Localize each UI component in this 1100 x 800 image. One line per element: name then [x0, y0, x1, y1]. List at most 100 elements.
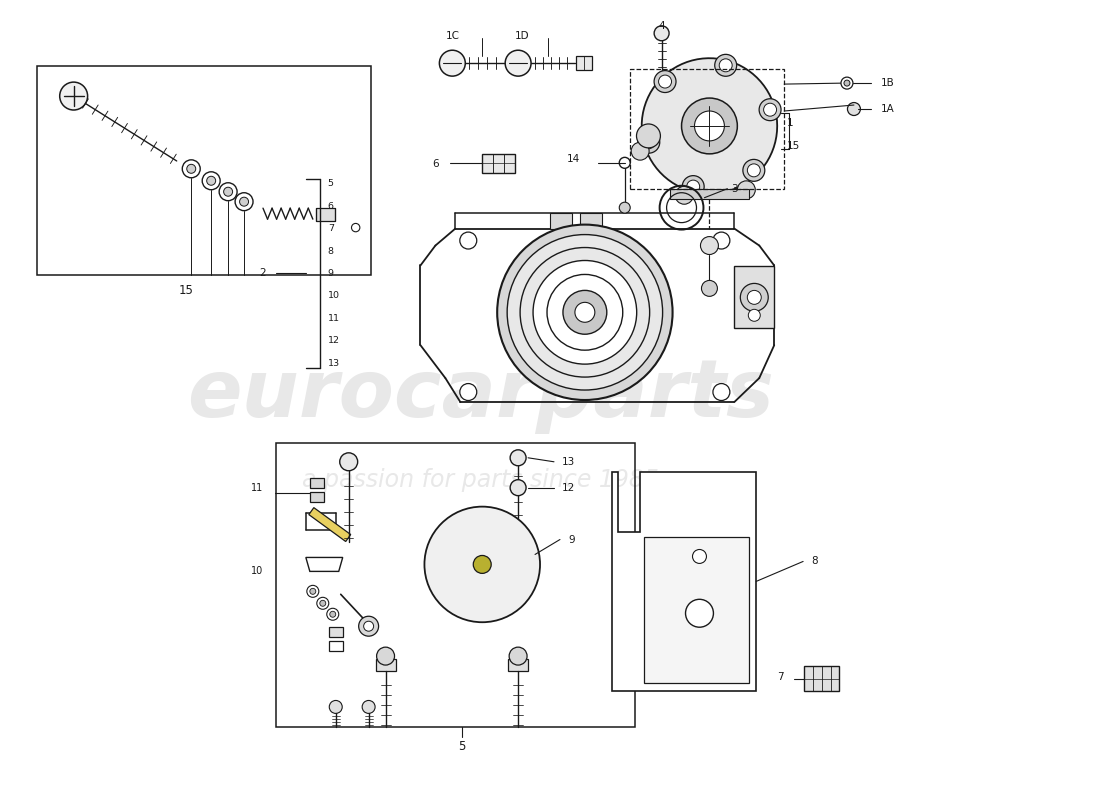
- Polygon shape: [644, 537, 749, 683]
- Bar: [329, 627, 343, 637]
- Circle shape: [510, 480, 526, 496]
- Circle shape: [748, 310, 760, 322]
- Text: 15: 15: [788, 141, 801, 151]
- Circle shape: [509, 60, 515, 66]
- Polygon shape: [612, 472, 757, 691]
- Bar: [482, 154, 515, 173]
- Bar: [576, 56, 592, 70]
- Circle shape: [425, 506, 540, 622]
- Text: 5: 5: [459, 740, 466, 754]
- Circle shape: [509, 647, 527, 665]
- Text: 1: 1: [788, 118, 794, 128]
- Circle shape: [327, 608, 339, 620]
- Circle shape: [460, 232, 476, 249]
- Circle shape: [713, 383, 730, 401]
- Bar: [804, 666, 839, 691]
- Bar: [670, 189, 749, 198]
- Circle shape: [759, 98, 781, 121]
- Circle shape: [183, 160, 200, 178]
- Bar: [550, 213, 572, 229]
- Circle shape: [520, 247, 650, 377]
- Bar: [580, 213, 602, 229]
- Text: 11: 11: [251, 482, 263, 493]
- Bar: [329, 641, 343, 651]
- Circle shape: [702, 281, 717, 296]
- Circle shape: [694, 111, 725, 141]
- Circle shape: [631, 142, 649, 160]
- Circle shape: [682, 176, 704, 198]
- Text: 3: 3: [732, 184, 738, 194]
- Circle shape: [202, 172, 220, 190]
- Polygon shape: [306, 558, 343, 571]
- Circle shape: [329, 701, 342, 714]
- Text: 7: 7: [778, 672, 784, 682]
- Text: 1A: 1A: [881, 104, 894, 114]
- Text: 13: 13: [328, 358, 340, 368]
- Circle shape: [682, 98, 737, 154]
- Bar: [375, 659, 396, 671]
- Bar: [310, 492, 323, 502]
- Bar: [36, 66, 371, 275]
- Text: 4: 4: [658, 22, 664, 31]
- Circle shape: [638, 131, 660, 153]
- Circle shape: [685, 599, 714, 627]
- Text: 8: 8: [328, 246, 333, 255]
- Text: 6: 6: [328, 202, 333, 210]
- Circle shape: [223, 187, 232, 196]
- Circle shape: [844, 80, 850, 86]
- Circle shape: [534, 261, 637, 364]
- Circle shape: [510, 450, 526, 466]
- Circle shape: [686, 180, 700, 193]
- Bar: [735, 266, 774, 328]
- Circle shape: [675, 186, 693, 204]
- Text: 10: 10: [251, 566, 263, 577]
- Circle shape: [747, 290, 761, 304]
- Bar: [310, 478, 323, 488]
- Text: 6: 6: [432, 159, 439, 169]
- Circle shape: [659, 75, 671, 88]
- Circle shape: [713, 232, 730, 249]
- Circle shape: [747, 164, 760, 177]
- Circle shape: [742, 159, 764, 182]
- Circle shape: [740, 283, 768, 311]
- Circle shape: [473, 555, 492, 574]
- Text: a passion for parts since 1985: a passion for parts since 1985: [301, 468, 659, 492]
- Text: 2: 2: [260, 269, 266, 278]
- Text: 12: 12: [562, 482, 575, 493]
- Circle shape: [654, 26, 669, 41]
- Bar: [629, 69, 784, 189]
- Circle shape: [637, 124, 660, 148]
- Circle shape: [719, 59, 733, 72]
- Circle shape: [330, 611, 336, 618]
- Circle shape: [317, 598, 329, 610]
- Text: 1C: 1C: [446, 31, 460, 42]
- Circle shape: [701, 237, 718, 254]
- Circle shape: [340, 453, 358, 470]
- Circle shape: [320, 600, 326, 606]
- Circle shape: [847, 102, 860, 115]
- Circle shape: [364, 622, 374, 631]
- Text: 9: 9: [328, 269, 333, 278]
- Bar: [316, 208, 334, 221]
- Circle shape: [460, 383, 476, 401]
- Circle shape: [352, 223, 360, 232]
- Bar: [276, 443, 635, 727]
- Circle shape: [439, 50, 465, 76]
- Text: 7: 7: [328, 224, 333, 233]
- Circle shape: [563, 290, 607, 334]
- Circle shape: [619, 202, 630, 213]
- Circle shape: [737, 181, 756, 198]
- Circle shape: [187, 164, 196, 174]
- Circle shape: [654, 70, 676, 93]
- Text: 14: 14: [566, 154, 580, 164]
- Circle shape: [506, 57, 518, 70]
- Circle shape: [219, 182, 238, 201]
- Circle shape: [307, 586, 319, 598]
- Circle shape: [547, 274, 623, 350]
- Circle shape: [693, 550, 706, 563]
- Text: 9: 9: [568, 534, 574, 545]
- Text: 13: 13: [562, 457, 575, 466]
- Polygon shape: [641, 58, 778, 194]
- Text: eurocarparts: eurocarparts: [187, 356, 773, 434]
- Text: 1D: 1D: [515, 31, 529, 42]
